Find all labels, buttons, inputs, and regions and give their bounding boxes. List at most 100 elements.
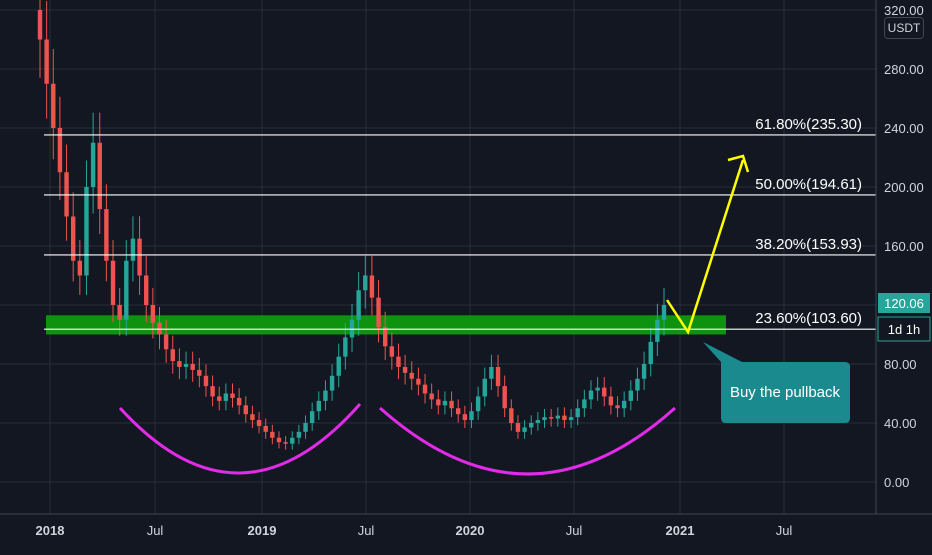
candle-body bbox=[509, 408, 514, 423]
candle-body bbox=[177, 361, 182, 367]
candle-body bbox=[535, 420, 541, 423]
interval-badge[interactable] bbox=[877, 316, 931, 342]
candle-body bbox=[303, 423, 308, 432]
candle-body bbox=[515, 423, 521, 432]
candle-body bbox=[223, 393, 229, 401]
x-tick-label: 2018 bbox=[36, 523, 65, 538]
interval-text: 1d 1h bbox=[888, 322, 921, 337]
candle-body bbox=[542, 417, 547, 421]
candle-body bbox=[210, 386, 215, 397]
candle-body bbox=[217, 396, 222, 401]
candle-body bbox=[409, 372, 414, 379]
grid-lines bbox=[0, 0, 876, 514]
candle-body bbox=[183, 364, 189, 367]
candle-body bbox=[57, 128, 63, 173]
candle-body bbox=[641, 364, 647, 379]
last-price-badge bbox=[878, 293, 930, 313]
y-tick-label: 80.00 bbox=[884, 357, 917, 372]
candle-body bbox=[70, 216, 76, 261]
candle-body bbox=[382, 327, 388, 347]
arrow-path bbox=[665, 159, 745, 335]
x-tick-label: Jul bbox=[358, 523, 375, 538]
left-cup-arc bbox=[118, 403, 362, 475]
candle-body bbox=[635, 378, 640, 391]
candle-body bbox=[615, 405, 620, 409]
candle-body bbox=[595, 387, 600, 391]
currency-badge[interactable]: USDT bbox=[884, 17, 924, 39]
candle-body bbox=[475, 396, 481, 412]
right-cup-arc bbox=[379, 406, 677, 476]
candle-body bbox=[130, 238, 136, 261]
candle-body bbox=[336, 356, 341, 376]
x-tick-label: Jul bbox=[147, 523, 164, 538]
candle-body bbox=[37, 10, 43, 40]
candle-body bbox=[124, 260, 129, 320]
candle-body bbox=[356, 290, 361, 320]
candle-body bbox=[462, 414, 468, 421]
candle-body bbox=[144, 275, 149, 305]
candle-body bbox=[655, 319, 660, 342]
callout-text: Buy the pullback bbox=[730, 384, 841, 401]
candle-body bbox=[489, 366, 494, 379]
candle-body bbox=[97, 142, 102, 210]
candle-body bbox=[495, 366, 501, 387]
candle-body bbox=[243, 405, 248, 415]
candle-body bbox=[316, 400, 322, 412]
candle-body bbox=[329, 375, 335, 391]
y-tick-label: 280.00 bbox=[884, 62, 924, 77]
y-tick-label: 240.00 bbox=[884, 121, 924, 136]
fib-label: 23.60%(103.60) bbox=[755, 310, 862, 327]
candle-body bbox=[296, 431, 302, 438]
x-tick-label: Jul bbox=[566, 523, 583, 538]
candle-body bbox=[44, 39, 49, 84]
candle-body bbox=[283, 442, 288, 444]
candle-body bbox=[562, 415, 567, 421]
callout: Buy the pullback bbox=[703, 342, 850, 423]
candle-body bbox=[502, 386, 507, 409]
candle-body bbox=[290, 437, 295, 444]
candles bbox=[37, 0, 667, 450]
candle-body bbox=[250, 414, 255, 421]
candle-body bbox=[376, 297, 381, 328]
candle-body bbox=[555, 415, 560, 419]
candle-body bbox=[449, 400, 454, 409]
candle-body bbox=[436, 399, 441, 406]
candle-body bbox=[469, 411, 474, 421]
candle-body bbox=[309, 411, 315, 423]
candle-body bbox=[522, 427, 527, 432]
fib-label: 50.00%(194.61) bbox=[755, 176, 862, 193]
x-tick-label: Jul bbox=[776, 523, 793, 538]
projection-arrow bbox=[665, 154, 750, 335]
candle-body bbox=[648, 341, 653, 364]
candle-body bbox=[582, 399, 587, 409]
y-tick-label: 160.00 bbox=[884, 239, 924, 254]
candle-body bbox=[323, 390, 328, 401]
candle-body bbox=[442, 400, 448, 406]
candle-body bbox=[588, 390, 594, 400]
candle-body bbox=[150, 305, 156, 323]
candle-body bbox=[104, 209, 109, 261]
y-tick-label: 40.00 bbox=[884, 416, 917, 431]
candle-body bbox=[548, 417, 554, 419]
candle-body bbox=[568, 417, 574, 421]
candle-body bbox=[236, 397, 242, 406]
candle-body bbox=[575, 408, 580, 418]
candle-body bbox=[170, 349, 175, 362]
candle-body bbox=[163, 334, 169, 350]
candle-body bbox=[396, 356, 401, 367]
candle-body bbox=[263, 425, 268, 432]
x-tick-label: 2021 bbox=[666, 523, 695, 538]
candle-body bbox=[422, 384, 428, 394]
x-tick-label: 2019 bbox=[248, 523, 277, 538]
callout-box bbox=[703, 342, 850, 423]
last-price-text: 120.06 bbox=[884, 296, 924, 311]
candle-body bbox=[77, 260, 83, 276]
candle-body bbox=[343, 337, 348, 357]
candle-body bbox=[661, 305, 667, 320]
y-tick-label: 200.00 bbox=[884, 180, 924, 195]
candle-body bbox=[602, 387, 607, 397]
candle-body bbox=[363, 275, 368, 291]
fib-levels: 61.80%(235.30) 50.00%(194.61) 38.20%(153.9… bbox=[44, 116, 876, 330]
